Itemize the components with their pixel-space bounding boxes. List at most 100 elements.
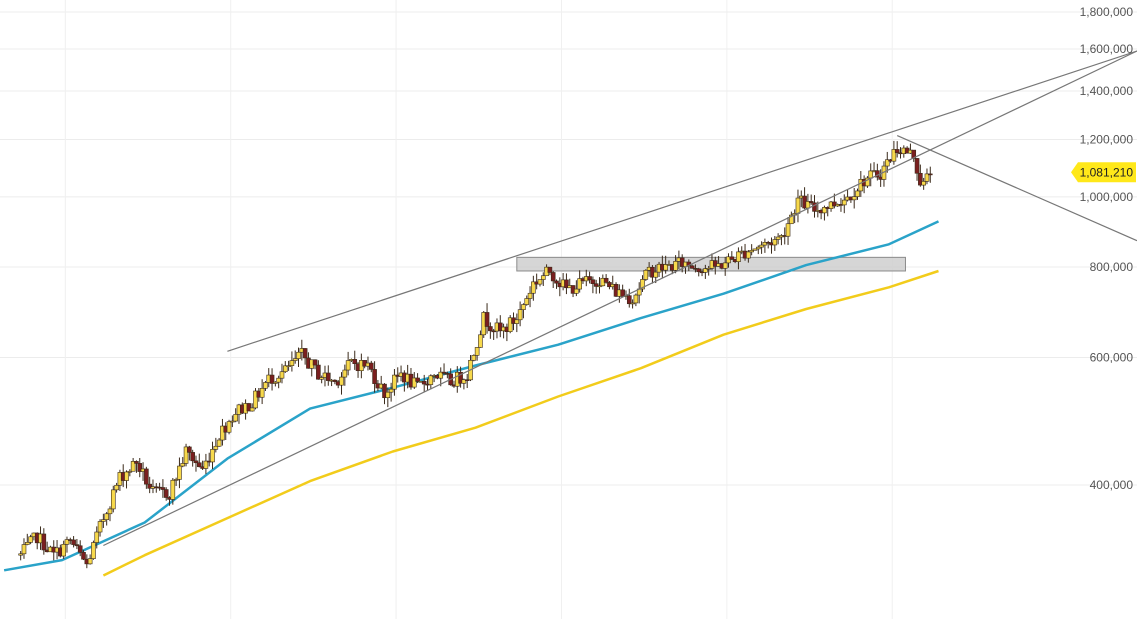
candle-up: [203, 460, 209, 469]
y-tick-label: 1,800,000: [1080, 5, 1134, 19]
candle-up: [180, 463, 186, 467]
candle-up: [64, 539, 70, 545]
candle-down: [325, 372, 331, 381]
candle-up: [18, 553, 23, 556]
candle-up: [540, 275, 546, 280]
candle-up: [276, 377, 281, 383]
candle-down: [564, 279, 569, 289]
candle-up: [124, 471, 129, 481]
candle-up: [891, 149, 897, 162]
candle-up: [91, 542, 96, 559]
candle-up: [296, 351, 301, 359]
candle-up: [428, 375, 434, 385]
candle-up: [292, 358, 298, 361]
candle-up: [286, 365, 291, 367]
candle-down: [918, 172, 923, 186]
candle-up: [461, 379, 467, 384]
candle-up: [924, 173, 930, 182]
candle-up: [130, 461, 136, 472]
candle-up: [28, 536, 33, 543]
candle-up: [61, 543, 66, 557]
candle-down: [71, 539, 76, 545]
candle-up: [273, 381, 278, 384]
candle-down: [484, 312, 490, 327]
candle-down: [196, 462, 202, 468]
candle-down: [134, 461, 139, 464]
candle-up: [703, 268, 708, 273]
candle-up: [282, 365, 288, 373]
candle-up: [630, 302, 635, 305]
candle-up: [795, 197, 801, 214]
candle-up: [104, 513, 109, 520]
candle-up: [216, 439, 222, 447]
candle-up: [319, 377, 324, 380]
candle-down: [593, 283, 599, 287]
candle-down: [312, 359, 318, 366]
candle-down: [160, 487, 166, 490]
moving-averages: [3, 220, 940, 577]
candle-up: [21, 544, 27, 555]
candle-up: [388, 388, 394, 393]
candle-up: [177, 465, 182, 480]
candle-up: [785, 223, 791, 237]
candle-up: [114, 484, 119, 491]
candle-down: [626, 295, 632, 305]
candle-down: [144, 468, 149, 485]
candle-up: [746, 251, 751, 259]
candle-up: [478, 334, 483, 348]
candle-up: [170, 479, 176, 500]
candle-up: [527, 292, 533, 299]
y-tick-label: 1,400,000: [1080, 84, 1134, 98]
candle-up: [87, 558, 93, 565]
candle-down: [368, 362, 374, 370]
trendline: [227, 50, 1137, 352]
candle-up: [851, 196, 857, 201]
candle-up: [577, 278, 582, 290]
candle-down: [488, 326, 493, 332]
candle-down: [689, 265, 695, 269]
candle-down: [415, 377, 420, 382]
candle-up: [438, 371, 444, 379]
candle-down: [187, 446, 192, 453]
candle-up: [722, 262, 728, 269]
candle-down: [832, 201, 837, 207]
candle-down: [147, 483, 152, 489]
candle-down: [812, 202, 817, 212]
candle-up: [210, 449, 215, 463]
candle-up: [127, 470, 133, 473]
candle-up: [517, 309, 523, 321]
candle-up: [921, 181, 926, 186]
candle-down: [547, 266, 553, 273]
candle-up: [507, 317, 513, 332]
candlesticks: [18, 140, 933, 569]
candle-up: [339, 376, 344, 386]
candle-down: [246, 403, 252, 412]
candle-up: [230, 420, 235, 423]
candle-up: [94, 531, 100, 543]
candle-down: [352, 359, 358, 364]
y-axis: 400,000 600,000 800,000 1,000,000 1,200,000 1…: [1080, 5, 1134, 492]
candle-up: [342, 369, 348, 378]
candle-down: [696, 268, 702, 273]
candle-down: [163, 489, 169, 498]
candle-up: [736, 251, 741, 263]
candle-up: [411, 377, 417, 388]
candle-up: [789, 214, 794, 225]
candle-up: [110, 489, 116, 510]
candle-up: [772, 239, 778, 246]
candle-up: [868, 170, 874, 179]
trendline: [896, 135, 1137, 242]
candle-up: [822, 207, 827, 214]
candle-up: [173, 479, 179, 481]
candle-up: [884, 159, 890, 167]
candle-up: [101, 519, 106, 522]
candle-up: [474, 347, 480, 356]
candle-up: [385, 391, 391, 399]
candle-down: [41, 533, 47, 551]
moving-average-line: [102, 269, 939, 577]
candle-up: [289, 360, 295, 366]
candle-down: [550, 272, 556, 282]
